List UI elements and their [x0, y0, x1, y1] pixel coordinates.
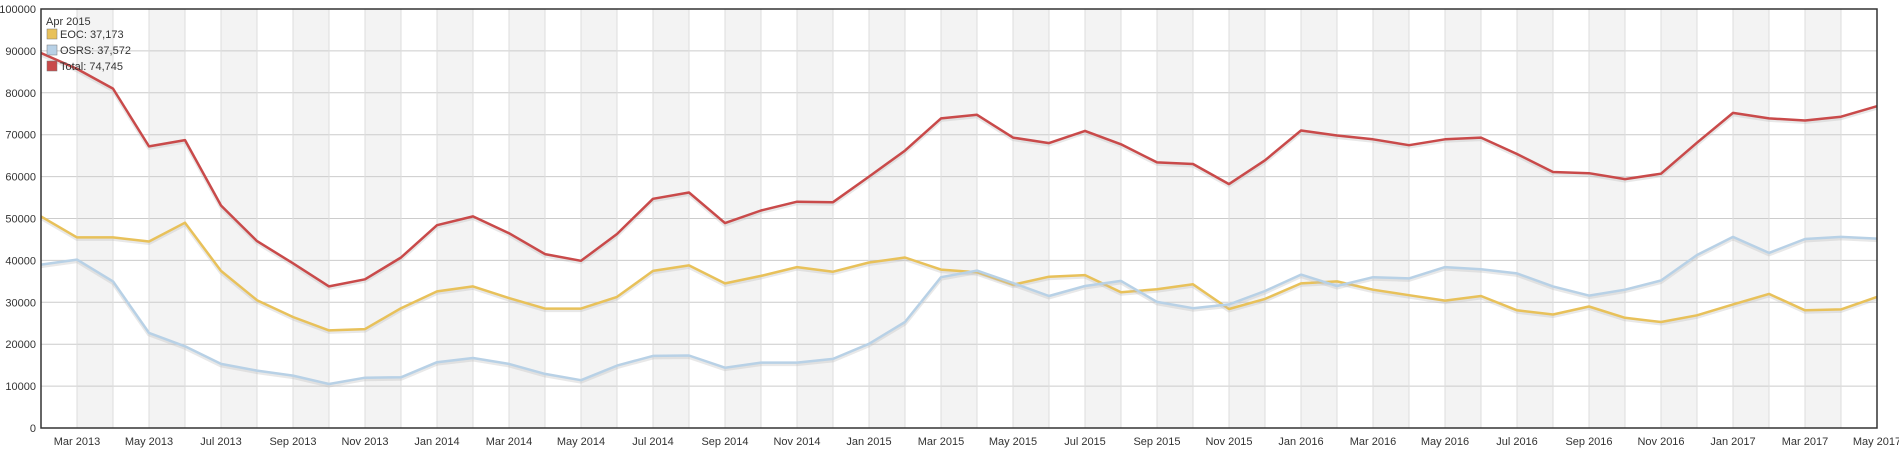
osrs-legend-swatch: [46, 44, 58, 56]
x-tick-label: Mar 2013: [54, 436, 100, 448]
y-tick-label: 20000: [5, 339, 36, 351]
x-tick-label: May 2017: [1853, 436, 1899, 448]
eoc-legend-label: EOC: 37,173: [60, 29, 124, 41]
eoc-series-shadow: [39, 216, 1878, 334]
total-series-shadow: [40, 52, 1878, 290]
x-tick-label: May 2015: [989, 436, 1037, 448]
x-tick-label: Nov 2015: [1205, 436, 1252, 448]
x-tick-label: Nov 2014: [773, 436, 820, 448]
osrs-legend-label: OSRS: 37,572: [60, 45, 131, 57]
y-tick-label: 70000: [5, 130, 36, 142]
x-tick-label: Jan 2014: [414, 436, 459, 448]
osrs-series-line: [40, 235, 1878, 386]
x-tick-label: Mar 2015: [918, 436, 964, 448]
total-series-line: [40, 51, 1878, 288]
x-tick-label: Sep 2014: [701, 436, 748, 448]
x-tick-label: Jan 2015: [846, 436, 891, 448]
x-tick-label: Jan 2017: [1710, 436, 1755, 448]
plot-frame: [40, 8, 1878, 429]
y-tick-label: 60000: [5, 172, 36, 184]
y-tick-label: 100000: [0, 4, 36, 16]
x-tick-label: Sep 2015: [1133, 436, 1180, 448]
legend-header: Apr 2015: [46, 16, 91, 28]
x-tick-label: Jul 2015: [1064, 436, 1106, 448]
total-legend-label: Total: 74,745: [60, 61, 123, 73]
y-tick-label: 10000: [5, 381, 36, 393]
y-tick-label: 80000: [5, 88, 36, 100]
legend: Apr 2015 EOC: 37,173 OSRS: 37,572 Total: 7…: [46, 16, 131, 73]
x-tick-label: Jan 2016: [1278, 436, 1323, 448]
x-tick-label: May 2013: [125, 436, 173, 448]
x-tick-label: Sep 2016: [1565, 436, 1612, 448]
x-tick-label: Jul 2014: [632, 436, 674, 448]
total-legend-swatch: [46, 60, 58, 72]
x-tick-label: Mar 2014: [486, 436, 532, 448]
x-tick-label: Jul 2016: [1496, 436, 1538, 448]
x-tick-label: May 2014: [557, 436, 605, 448]
y-axis-ticks: 0 10000 20000 30000 40000 50000 60000 70000 8000…: [0, 4, 36, 435]
x-tick-label: Mar 2017: [1782, 436, 1828, 448]
y-tick-label: 50000: [5, 214, 36, 226]
x-tick-label: May 2016: [1421, 436, 1469, 448]
y-tick-label: 0: [30, 423, 36, 435]
y-tick-label: 90000: [5, 46, 36, 58]
series-lines: [39, 51, 1878, 388]
osrs-series-shadow: [40, 236, 1878, 388]
eoc-legend-swatch: [46, 28, 58, 40]
y-tick-label: 40000: [5, 255, 36, 267]
x-tick-label: Nov 2013: [341, 436, 388, 448]
x-tick-label: Nov 2016: [1637, 436, 1684, 448]
x-tick-label: Sep 2013: [269, 436, 316, 448]
x-tick-label: Jul 2013: [200, 436, 242, 448]
x-tick-label: Mar 2016: [1350, 436, 1396, 448]
eoc-series-line: [40, 215, 1878, 332]
y-tick-label: 30000: [5, 297, 36, 309]
x-axis-ticks: Mar 2013 May 2013 Jul 2013 Sep 2013 Nov 2013…: [54, 436, 1899, 448]
